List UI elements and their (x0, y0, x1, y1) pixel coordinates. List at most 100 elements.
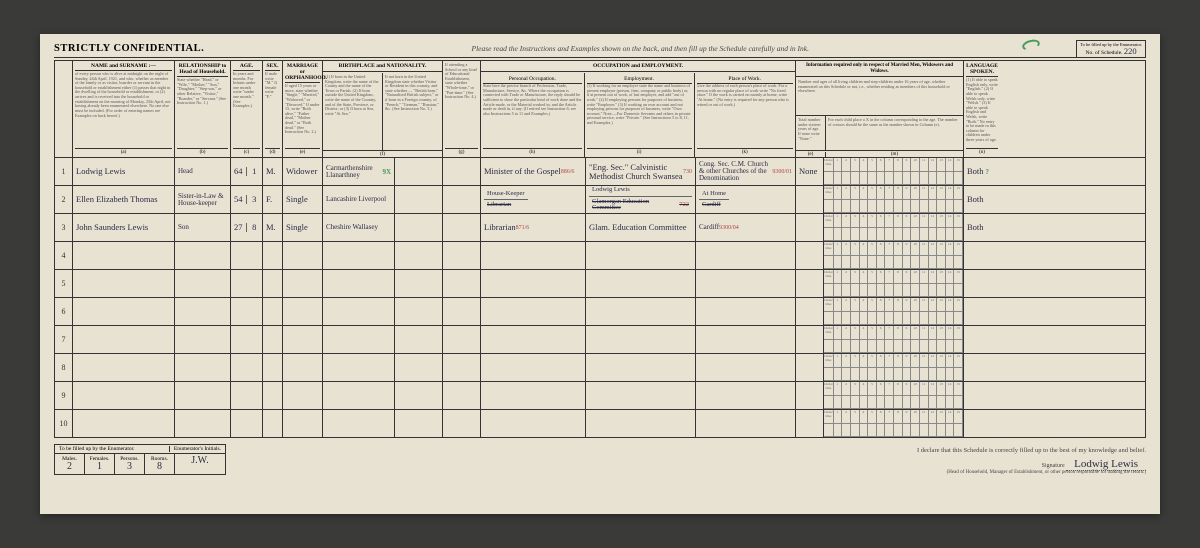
cell-place-of-work (696, 354, 796, 381)
cell-nationality (395, 158, 443, 185)
col-age-title: AGE. (233, 63, 260, 71)
sig-label: Signature (1042, 463, 1065, 469)
cell-employment (586, 410, 696, 437)
cell-marriage (283, 410, 323, 437)
cell-employment (586, 270, 696, 297)
cell-name (73, 270, 175, 297)
col-footer: (f) (323, 150, 442, 158)
col-footer: (a) (75, 148, 172, 156)
cell-name (73, 382, 175, 409)
cell-birthplace (323, 326, 395, 353)
col-lang-title: LANGUAGE SPOKEN. (966, 63, 998, 77)
col-marriage-title: MARRIAGE or ORPHANHOOD. (285, 63, 320, 83)
cell-total-children (796, 270, 824, 297)
cell-employment: Glam. Education Committee (586, 214, 696, 241)
col-name-title: NAME and SURNAME :— (75, 63, 172, 71)
cell-children-ages: Under One123456789101112131415 (824, 298, 964, 325)
cell-marriage (283, 326, 323, 353)
col-footer: (b) (177, 148, 228, 156)
cell-school (443, 382, 481, 409)
data-rows: 1 Lodwig Lewis Head 641 M. Widower Carma… (54, 158, 1146, 438)
cell-age (231, 298, 263, 325)
cell-relationship: Son (175, 214, 231, 241)
cell-name (73, 298, 175, 325)
cell-relationship: Sister-in-Law & House-keeper (175, 186, 231, 213)
row-number: 3 (55, 214, 73, 241)
enumerator-box: To be filled up by the Enumerator. Enume… (54, 444, 226, 475)
col-emp-text: (1) If working for an employer state the… (587, 84, 692, 147)
cell-age (231, 410, 263, 437)
cell-nationality (395, 354, 443, 381)
cell-employment (586, 242, 696, 269)
row-number: 10 (55, 410, 73, 437)
cell-school (443, 410, 481, 437)
cell-name: John Saunders Lewis (73, 214, 175, 241)
cell-marriage (283, 354, 323, 381)
cell-school (443, 326, 481, 353)
cell-marriage (283, 298, 323, 325)
col-birth-title: BIRTHPLACE and NATIONALITY. (323, 61, 442, 72)
cell-relationship (175, 354, 231, 381)
cell-language (964, 382, 1000, 409)
col-employment: Employment. (587, 75, 692, 84)
table-row: 6 Under One123456789101112131415 (55, 298, 1145, 326)
cell-occupation (481, 298, 586, 325)
cell-relationship (175, 242, 231, 269)
table-row: 1 Lodwig Lewis Head 641 M. Widower Carma… (55, 158, 1145, 186)
col-footer: (e) (285, 148, 320, 156)
col-married-title: Information required only in respect of … (796, 61, 963, 77)
cell-children-ages: Under One123456789101112131415 (824, 158, 964, 185)
cell-relationship (175, 298, 231, 325)
cell-name (73, 242, 175, 269)
column-headers: NAME and SURNAME :— of every person who … (54, 60, 1146, 158)
cell-language (964, 354, 1000, 381)
declaration-block: I declare that this Schedule is correctl… (266, 447, 1146, 475)
col-place-text: Give the address of each person's place … (697, 84, 793, 147)
cell-marriage (283, 270, 323, 297)
col-footer: (g) (445, 148, 478, 156)
cell-children-ages: Under One123456789101112131415 (824, 186, 964, 213)
cell-relationship (175, 270, 231, 297)
col-sex-text: If male write "M." If female write "F." (265, 72, 280, 147)
cell-birthplace (323, 354, 395, 381)
cell-marriage (283, 242, 323, 269)
cell-age (231, 326, 263, 353)
sig-note: (Head of Household, Manager of Establish… (266, 470, 1146, 475)
cell-school (443, 270, 481, 297)
table-row: 5 Under One123456789101112131415 (55, 270, 1145, 298)
row-number: 1 (55, 158, 73, 185)
cell-employment (586, 354, 696, 381)
cell-occupation (481, 354, 586, 381)
row-number: 8 (55, 354, 73, 381)
cell-relationship (175, 326, 231, 353)
cell-marriage: Widower (283, 158, 323, 185)
cell-occupation: Minister of the Gospel 886/6 (481, 158, 586, 185)
cell-age (231, 242, 263, 269)
col-personal-text: State here the precise branch of Profess… (483, 84, 582, 147)
initials-label: Enumerator's Initials. (169, 446, 221, 452)
cell-place-of-work (696, 326, 796, 353)
cell-occupation: Librarian 871/6 (481, 214, 586, 241)
table-row: 2 Ellen Elizabeth Thomas Sister-in-Law &… (55, 186, 1145, 214)
enum-label: To be filled up by the Enumerator. (59, 446, 169, 452)
enum-initials: J.W. (179, 456, 221, 466)
cell-birthplace (323, 410, 395, 437)
cell-sex (263, 410, 283, 437)
row-number: 6 (55, 298, 73, 325)
row-number: 2 (55, 186, 73, 213)
cell-language (964, 270, 1000, 297)
table-row: 10 Under One123456789101112131415 (55, 410, 1145, 438)
table-row: 9 Under One123456789101112131415 (55, 382, 1145, 410)
cell-language (964, 326, 1000, 353)
cell-language: Both? (964, 158, 1000, 185)
cell-total-children (796, 186, 824, 213)
cell-employment (586, 326, 696, 353)
cell-total-children (796, 298, 824, 325)
cell-birthplace: Lancashire Liverpool (323, 186, 395, 213)
cell-total-children (796, 326, 824, 353)
cell-relationship (175, 410, 231, 437)
cell-employment (586, 298, 696, 325)
cell-sex (263, 242, 283, 269)
cell-school (443, 242, 481, 269)
cell-school (443, 354, 481, 381)
